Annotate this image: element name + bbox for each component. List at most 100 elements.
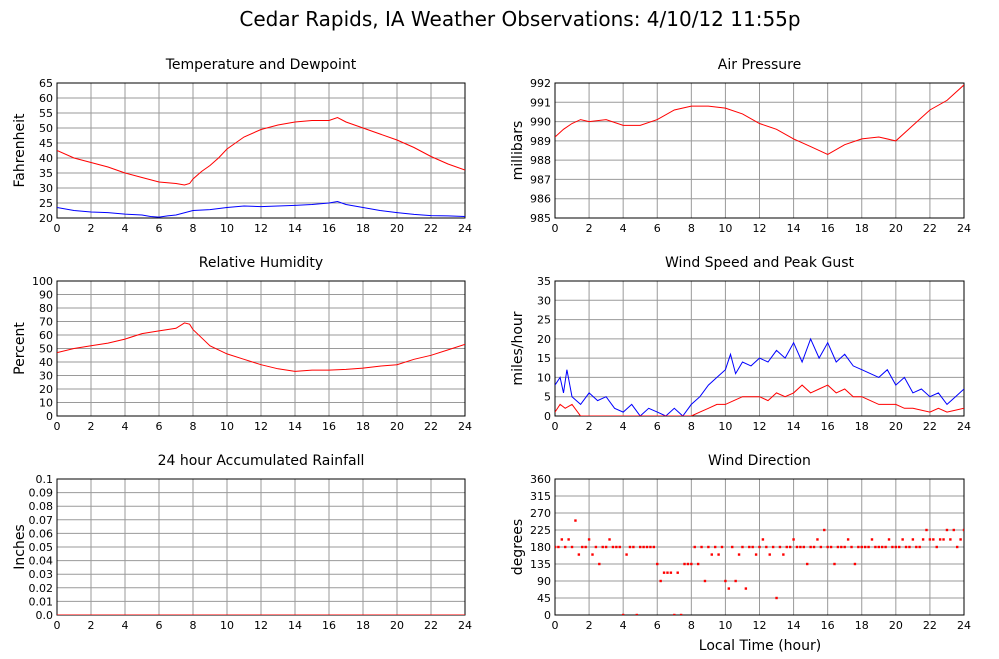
data-point — [676, 571, 679, 574]
y-tick-label: 70 — [39, 316, 53, 329]
y-axis-label: millibars — [510, 121, 526, 181]
x-tick-label: 20 — [390, 619, 404, 632]
data-point — [700, 545, 703, 549]
data-point — [581, 545, 584, 549]
y-tick-label: 55 — [39, 107, 53, 120]
y-tick-label: 5 — [544, 391, 551, 404]
y-tick-label: 25 — [39, 197, 53, 210]
x-tick-label: 20 — [889, 619, 903, 632]
data-point — [833, 562, 836, 566]
x-tick-label: 18 — [356, 420, 370, 433]
x-tick-label: 16 — [322, 619, 336, 632]
data-point — [894, 545, 898, 549]
x-tick-label: 10 — [718, 222, 732, 235]
panel-title: Wind Direction — [708, 453, 811, 469]
x-tick-label: 24 — [957, 420, 971, 433]
x-tick-label: 6 — [156, 619, 163, 632]
x-tick-label: 14 — [288, 619, 302, 632]
x-tick-label: 22 — [923, 420, 937, 433]
data-point — [758, 545, 761, 549]
x-tick-label: 14 — [288, 420, 302, 433]
data-point — [628, 545, 632, 549]
series-layer — [555, 337, 964, 416]
x-tick-label: 14 — [787, 222, 801, 235]
y-axis-label: degrees — [510, 519, 526, 575]
data-point — [816, 538, 819, 541]
data-point — [915, 545, 918, 549]
data-point — [904, 545, 908, 549]
data-point — [611, 545, 615, 549]
series-layer — [555, 519, 964, 615]
data-point — [785, 545, 788, 549]
data-point — [560, 538, 564, 541]
shared-x-axis-label: Local Time (hour) — [699, 638, 821, 654]
data-point — [932, 538, 935, 541]
plot-frame — [56, 280, 466, 417]
chart-panel: 0 2 4 6 8 10 12 14 16 18 20 22 240459013518022527031… — [510, 453, 971, 632]
chart-panels: 0 2 4 6 8 10 12 14 16 18 20 22 242025303540455055606… — [12, 57, 971, 632]
series-line-red — [57, 322, 465, 372]
data-point — [564, 545, 567, 549]
data-point — [928, 538, 932, 541]
data-point — [884, 545, 887, 549]
x-tick-label: 0 — [552, 619, 559, 632]
data-point — [555, 545, 557, 549]
data-point — [557, 545, 560, 549]
data-point — [683, 562, 686, 566]
series-layer — [57, 116, 465, 218]
x-tick-label: 12 — [254, 420, 268, 433]
data-point — [601, 545, 604, 549]
y-tick-label: 0.0 — [36, 609, 54, 622]
y-tick-label: 0.04 — [29, 555, 54, 568]
y-tick-label: 985 — [530, 212, 551, 225]
main-title: Cedar Rapids, IA Weather Observations: 4… — [239, 7, 800, 31]
data-point — [604, 545, 608, 549]
x-tick-label: 10 — [718, 420, 732, 433]
chart-panel: 0 2 4 6 8 10 12 14 16 18 20 22 240.00.010.020.030.04… — [12, 453, 472, 632]
data-point — [918, 545, 921, 549]
series-line-blue — [57, 200, 465, 218]
data-point — [649, 545, 652, 549]
data-point — [935, 545, 938, 549]
y-tick-label: 20 — [537, 333, 551, 346]
x-tick-label: 24 — [957, 619, 971, 632]
data-point — [795, 545, 799, 549]
data-point — [751, 545, 754, 549]
x-tick-label: 12 — [753, 420, 767, 433]
x-tick-label: 2 — [88, 222, 95, 235]
data-point — [901, 538, 904, 541]
x-tick-label: 8 — [688, 420, 695, 433]
x-tick-label: 12 — [254, 619, 268, 632]
y-tick-label: 0 — [544, 410, 551, 423]
series-line-red — [555, 384, 964, 416]
y-tick-label: 225 — [530, 524, 551, 537]
data-point — [778, 545, 782, 549]
series-line-blue — [555, 337, 964, 416]
y-tick-label: 30 — [537, 294, 551, 307]
x-tick-label: 8 — [190, 420, 197, 433]
data-point — [942, 538, 945, 541]
data-point — [836, 545, 840, 549]
x-tick-label: 22 — [923, 619, 937, 632]
data-point — [618, 545, 621, 549]
data-point — [867, 545, 870, 549]
x-tick-label: 8 — [688, 222, 695, 235]
x-tick-label: 22 — [424, 619, 438, 632]
x-tick-label: 0 — [54, 222, 61, 235]
y-tick-label: 0.03 — [29, 568, 54, 581]
data-point — [771, 545, 775, 549]
data-point — [908, 545, 911, 549]
data-point — [863, 545, 867, 549]
x-tick-label: 0 — [552, 222, 559, 235]
data-point — [744, 587, 748, 590]
x-tick-label: 24 — [458, 619, 472, 632]
panel-title: Temperature and Dewpoint — [165, 57, 357, 73]
x-tick-label: 24 — [957, 222, 971, 235]
y-tick-label: 30 — [39, 370, 53, 383]
plot-frame — [554, 82, 965, 219]
x-tick-label: 16 — [322, 222, 336, 235]
data-point — [656, 562, 659, 566]
data-point — [625, 553, 628, 556]
x-tick-label: 0 — [552, 420, 559, 433]
